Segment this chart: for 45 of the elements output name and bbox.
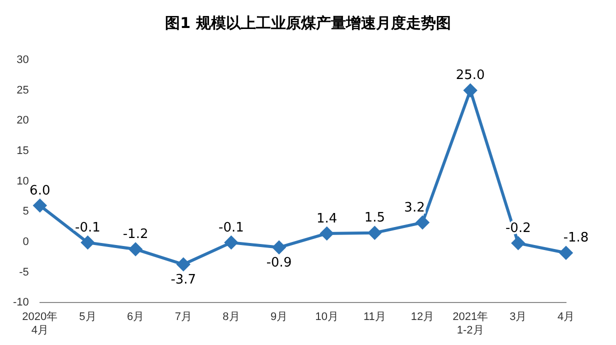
x-tick-label: 9月: [270, 311, 288, 324]
point: [272, 240, 286, 254]
point: [368, 226, 382, 240]
data-label: -0.1: [218, 220, 244, 236]
y-tick-label: 5: [22, 206, 29, 218]
x-tick-label: 10月: [315, 311, 338, 324]
x-tick-label: 3月: [510, 311, 527, 324]
y-tick-label: 30: [16, 54, 29, 66]
y-tick-label: 10: [16, 175, 29, 188]
point: [320, 226, 334, 240]
point: [416, 216, 430, 230]
data-label: -3.7: [170, 272, 196, 288]
data-label: -1.2: [122, 227, 148, 242]
x-tick-label: 12月: [410, 311, 434, 324]
point: [224, 236, 238, 250]
data-label: 6.0: [30, 183, 50, 198]
chart-title: 图1 规模以上工业原煤产量增速月度走势图: [164, 13, 452, 34]
y-tick-label: -5: [19, 266, 29, 278]
y-tick-label: 25: [16, 84, 29, 96]
x-tick-label: 7月: [174, 311, 192, 324]
y-tick-label: 20: [16, 114, 29, 127]
point: [464, 84, 477, 97]
data-label: 1.5: [364, 210, 386, 226]
point: [560, 246, 572, 260]
point: [512, 236, 525, 250]
x-tick-label: 2021年 1-2月: [452, 311, 488, 336]
data-label: 1.4: [316, 211, 338, 226]
point: [129, 242, 142, 256]
point: [176, 258, 190, 271]
x-tick-label: 4月: [557, 311, 575, 324]
x-tick-label: 8月: [222, 311, 240, 324]
data-label: -1.8: [563, 230, 589, 246]
y-tick-label: -10: [12, 296, 29, 309]
point: [81, 236, 94, 250]
x-tick-label: 6月: [126, 311, 144, 324]
x-tick-label: 5月: [79, 311, 96, 324]
y-tick-label: 15: [16, 145, 29, 158]
data-label: -0.9: [266, 255, 292, 270]
x-tick-label: 2020年 4月: [22, 311, 58, 336]
x-tick-label: 11月: [363, 311, 386, 324]
data-label: 3.2: [404, 200, 425, 216]
data-label: -0.1: [75, 220, 100, 236]
data-label: 25.0: [456, 68, 485, 84]
y-tick-label: 0: [22, 236, 29, 248]
point: [33, 199, 46, 212]
